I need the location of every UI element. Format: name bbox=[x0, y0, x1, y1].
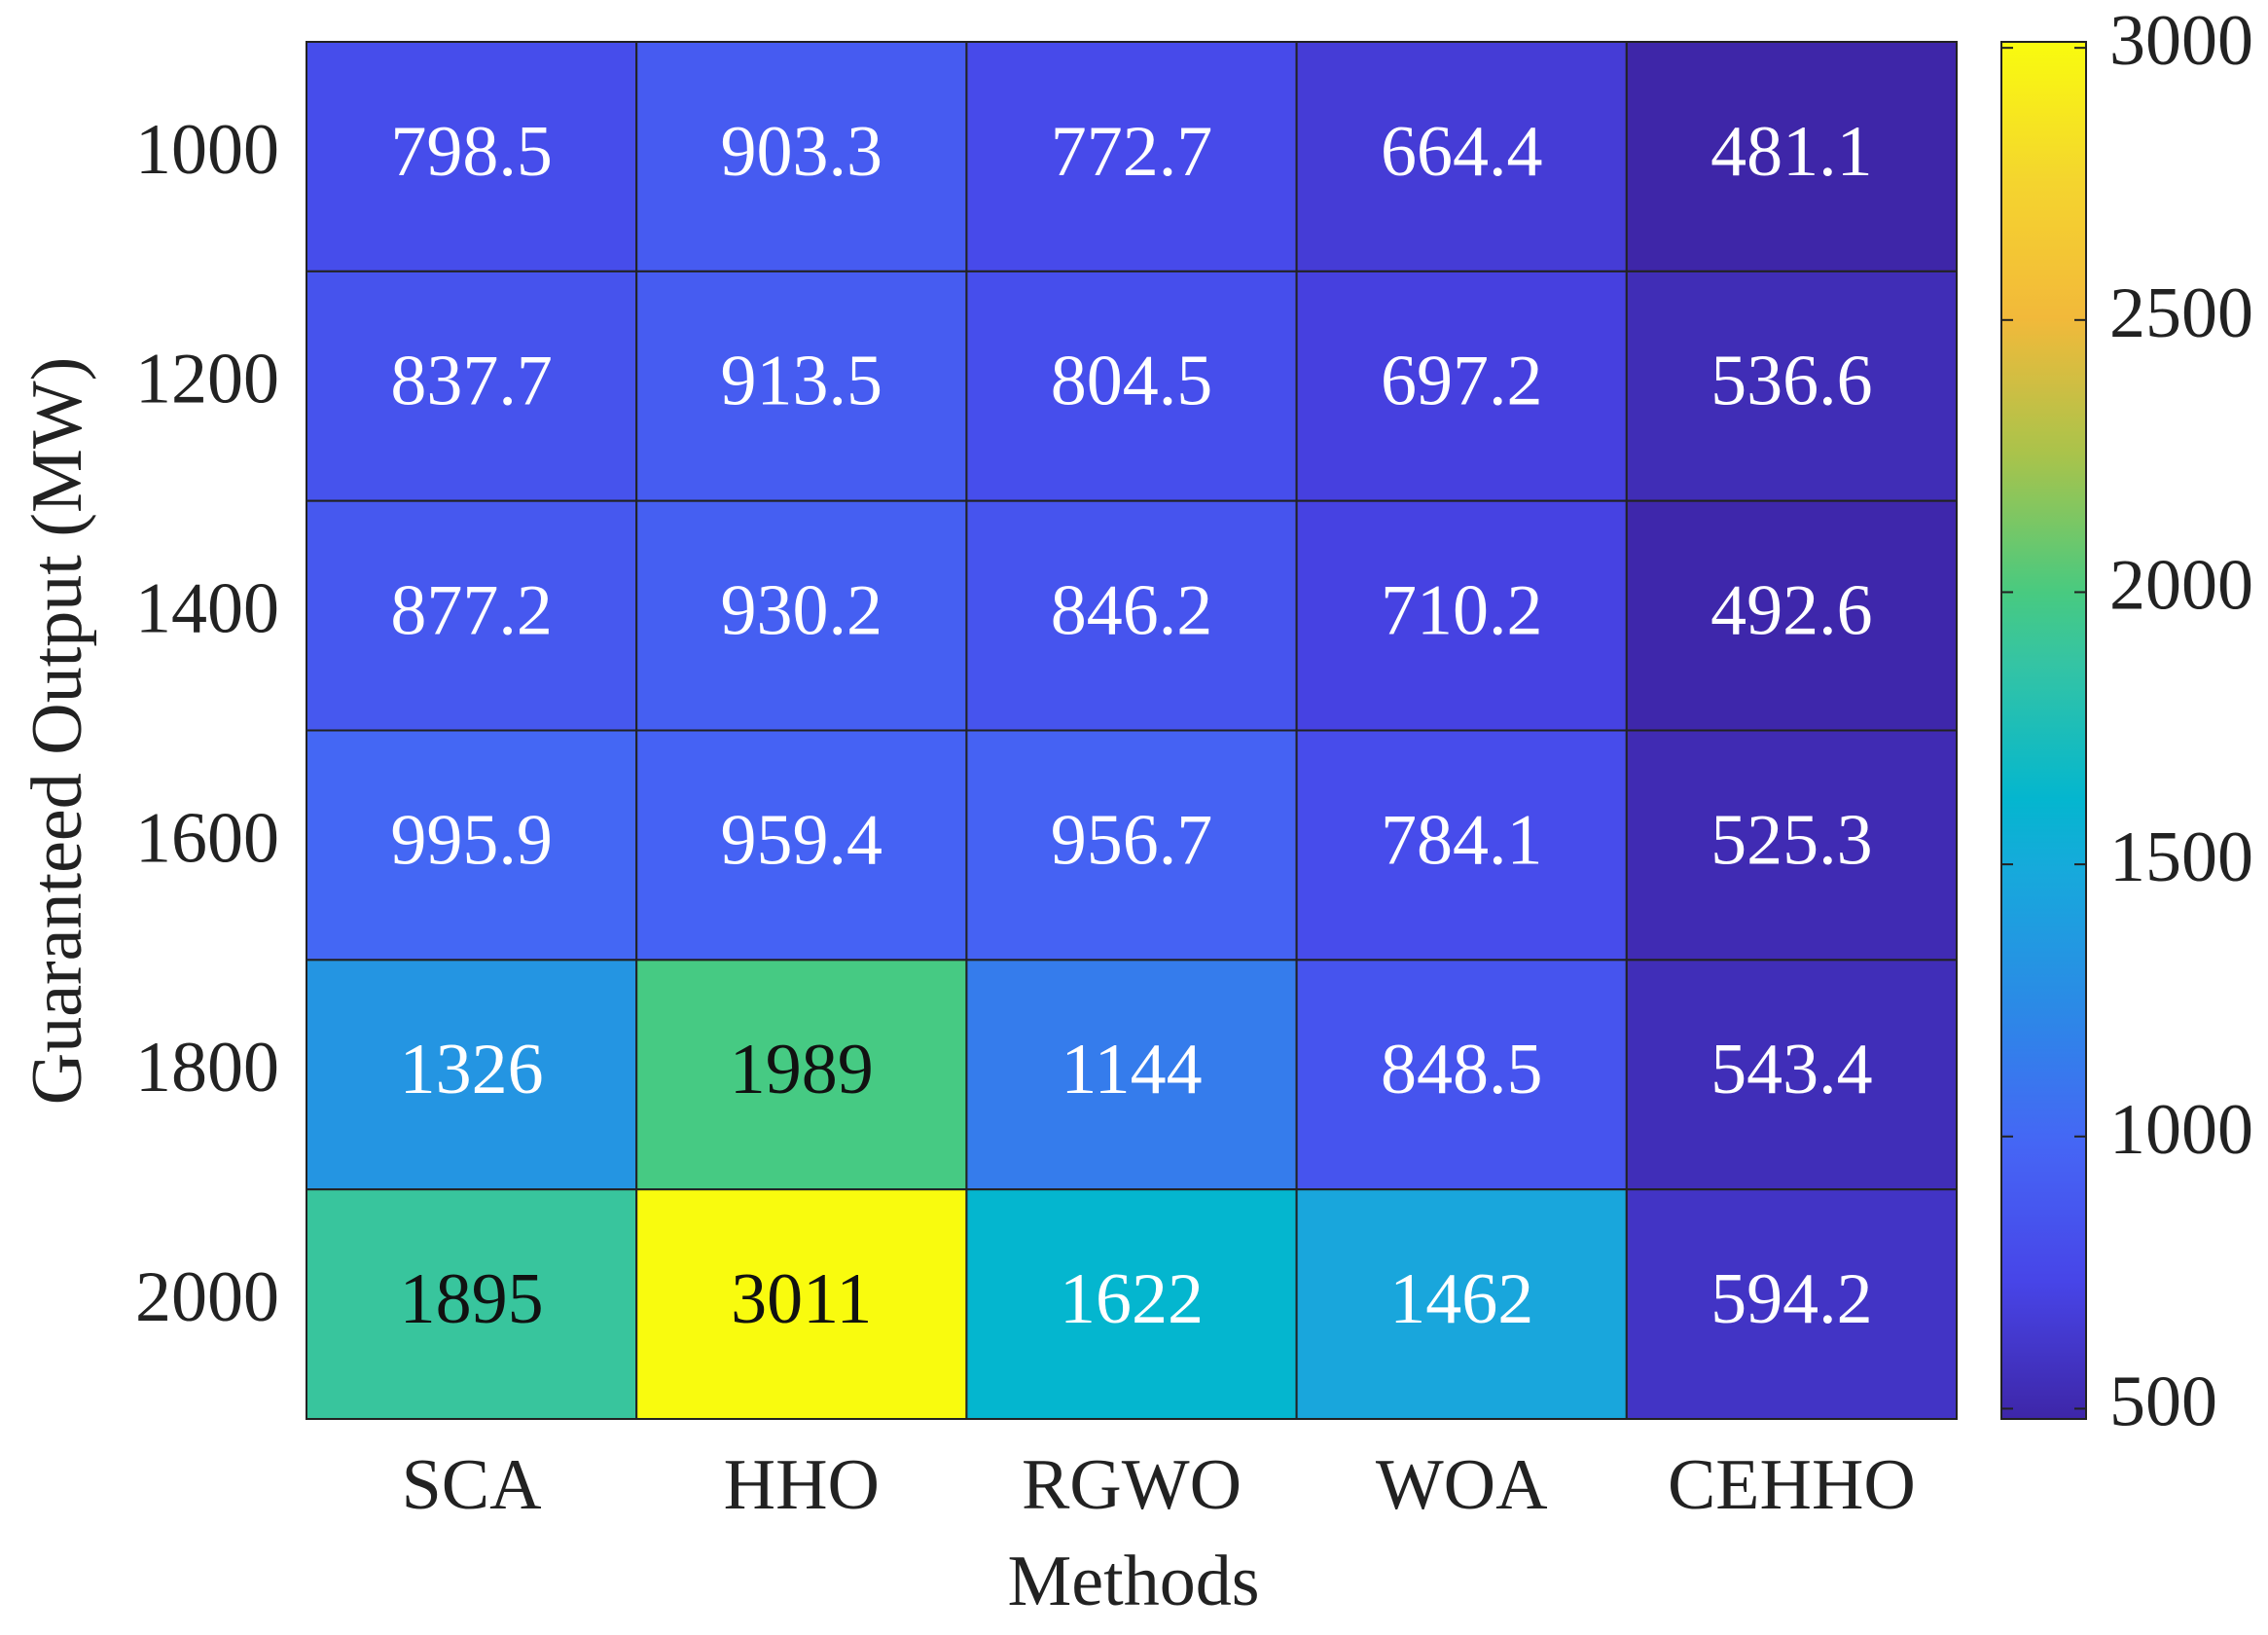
heatmap-cell bbox=[306, 270, 638, 502]
heatmap-cell bbox=[1625, 270, 1959, 502]
heatmap-cell bbox=[1295, 41, 1628, 272]
colorbar-tick-label: 3000 bbox=[2109, 1, 2253, 81]
cell-label: 1462 bbox=[1389, 1259, 1533, 1339]
y-tick-label: 1800 bbox=[135, 1028, 279, 1108]
cell-label: 481.1 bbox=[1710, 112, 1873, 192]
heatmap-cell bbox=[1625, 729, 1959, 962]
y-tick-label: 1600 bbox=[135, 798, 279, 878]
heatmap-cell bbox=[1625, 499, 1959, 732]
y-tick-label: 2000 bbox=[135, 1257, 279, 1337]
cell-label: 804.5 bbox=[1051, 342, 1213, 421]
heatmap-cell bbox=[965, 41, 1298, 272]
cell-label: 664.4 bbox=[1381, 112, 1543, 192]
cell-label: 877.2 bbox=[390, 571, 553, 651]
cell-label: 784.1 bbox=[1381, 800, 1543, 880]
y-tick-label: 1400 bbox=[135, 569, 279, 649]
y-tick-label: 1000 bbox=[135, 110, 279, 190]
heatmap-cell bbox=[1295, 729, 1628, 962]
cell-label: 543.4 bbox=[1710, 1030, 1873, 1109]
cell-label: 1144 bbox=[1061, 1030, 1202, 1109]
x-tick-label: SCA bbox=[402, 1445, 542, 1525]
heatmap-cell bbox=[1625, 1188, 1959, 1420]
cell-label: 798.5 bbox=[390, 112, 553, 192]
cell-label: 930.2 bbox=[721, 571, 883, 651]
colorbar-tick-label: 2000 bbox=[2109, 545, 2253, 625]
heatmap-cell bbox=[635, 1188, 968, 1420]
cell-label: 697.2 bbox=[1381, 342, 1543, 421]
x-tick-label: RGWO bbox=[1022, 1445, 1242, 1525]
heatmap-cell bbox=[306, 41, 638, 272]
cell-label: 995.9 bbox=[390, 800, 553, 880]
x-axis-label: Methods bbox=[1008, 1542, 1260, 1621]
colorbar-tick-label: 500 bbox=[2109, 1362, 2217, 1441]
heatmap-cell bbox=[635, 41, 968, 272]
heatmap-cell bbox=[635, 499, 968, 732]
cell-label: 536.6 bbox=[1710, 342, 1873, 421]
colorbar-tick-label: 1500 bbox=[2109, 818, 2253, 897]
x-tick-label: WOA bbox=[1376, 1445, 1548, 1525]
heatmap-cell bbox=[1625, 41, 1959, 272]
colorbar bbox=[2000, 41, 2087, 1420]
heatmap-cell bbox=[1295, 1188, 1628, 1420]
x-tick-label: HHO bbox=[724, 1445, 880, 1525]
cell-label: 956.7 bbox=[1051, 800, 1213, 880]
heatmap-cell bbox=[1625, 959, 1959, 1191]
cell-label: 959.4 bbox=[721, 800, 883, 880]
heatmap-cell bbox=[635, 729, 968, 962]
colorbar-tick-label: 1000 bbox=[2109, 1090, 2253, 1170]
heatmap-cell bbox=[306, 959, 638, 1191]
heatmap-cell bbox=[965, 959, 1298, 1191]
cell-label: 1989 bbox=[730, 1030, 874, 1109]
heatmap-cell bbox=[965, 270, 1298, 502]
cell-label: 772.7 bbox=[1051, 112, 1213, 192]
cell-label: 1895 bbox=[400, 1259, 544, 1339]
cell-label: 848.5 bbox=[1381, 1030, 1543, 1109]
y-axis-label: Guaranteed Output (MW) bbox=[18, 357, 97, 1106]
colorbar-tick-label: 2500 bbox=[2109, 273, 2253, 353]
cell-label: 3011 bbox=[731, 1259, 872, 1339]
heatmap-cell bbox=[635, 959, 968, 1191]
cell-label: 837.7 bbox=[390, 342, 553, 421]
cell-label: 594.2 bbox=[1710, 1259, 1873, 1339]
heatmap-cell bbox=[306, 729, 638, 962]
y-tick-label: 1200 bbox=[135, 340, 279, 419]
cell-label: 1326 bbox=[400, 1030, 544, 1109]
heatmap-cell bbox=[965, 729, 1298, 962]
cell-label: 525.3 bbox=[1710, 800, 1873, 880]
cell-label: 710.2 bbox=[1381, 571, 1543, 651]
heatmap-cell bbox=[965, 1188, 1298, 1420]
cell-label: 913.5 bbox=[721, 342, 883, 421]
heatmap-cell bbox=[965, 499, 1298, 732]
heatmap-cell bbox=[1295, 499, 1628, 732]
cell-label: 1622 bbox=[1060, 1259, 1204, 1339]
cell-label: 846.2 bbox=[1051, 571, 1213, 651]
cell-label: 903.3 bbox=[721, 112, 883, 192]
cell-label: 492.6 bbox=[1710, 571, 1873, 651]
x-tick-label: CEHHO bbox=[1668, 1445, 1916, 1525]
